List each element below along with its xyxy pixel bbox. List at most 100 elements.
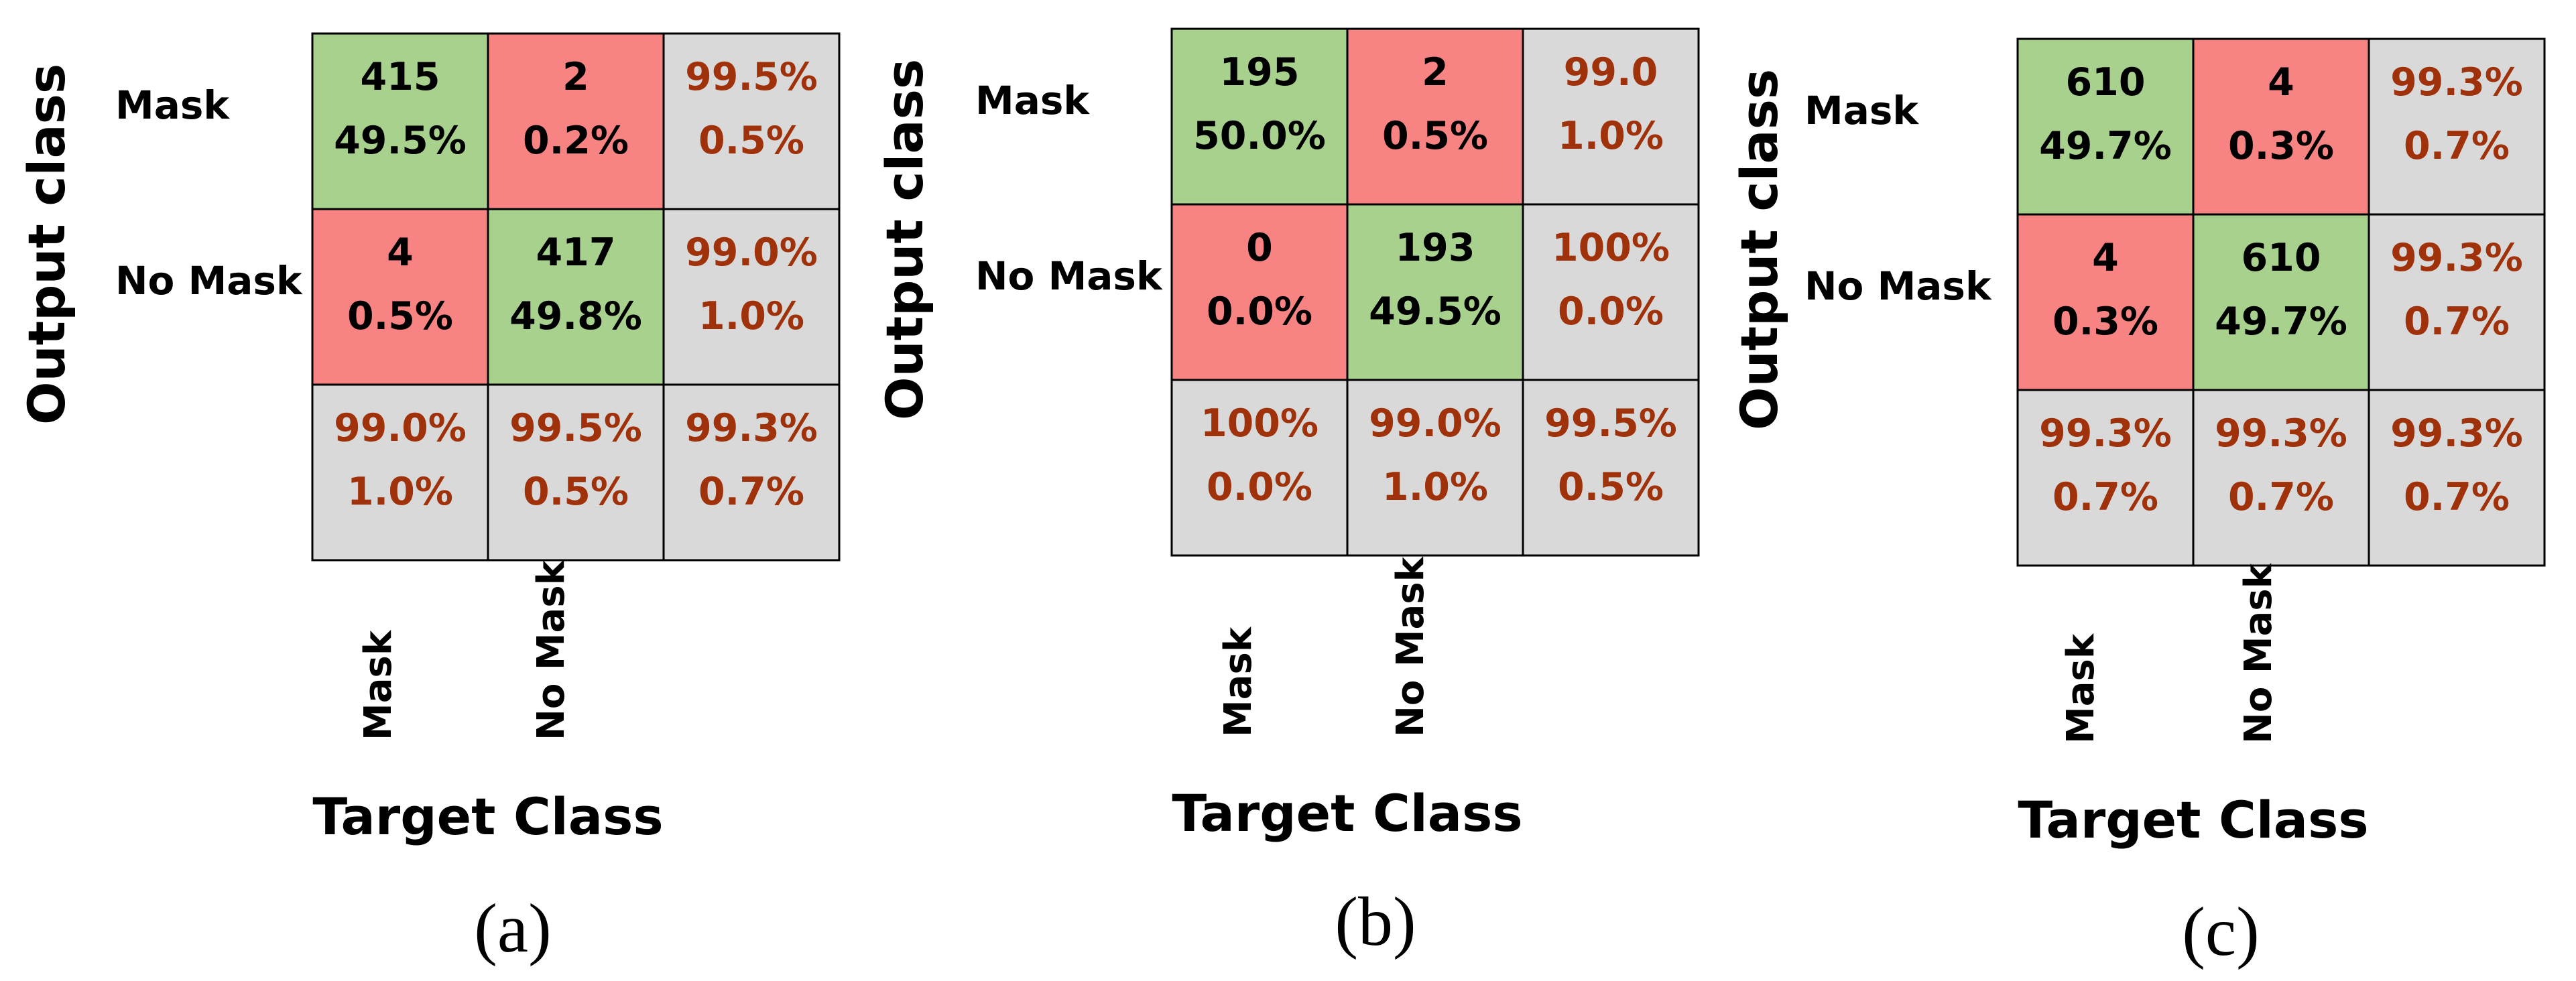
x-axis-title: Target Class <box>312 787 663 846</box>
cell-value: 417 <box>536 231 616 275</box>
matrix-cell-incorrect <box>311 208 489 386</box>
matrix-cell-correct <box>2192 213 2370 391</box>
matrix-cell-incorrect <box>2016 213 2195 391</box>
row-label: Mask <box>975 78 1090 123</box>
matrix-cell-summary <box>1522 27 1700 206</box>
panel-label: (c) <box>2182 893 2259 970</box>
cell-value: 99.3% <box>2390 411 2523 456</box>
matrix-cell-summary <box>487 383 665 562</box>
matrix-cell-correct <box>2016 38 2195 216</box>
cell-percent: 0.5% <box>1558 465 1664 509</box>
cell-value: 99.0% <box>334 406 467 450</box>
matrix-cell-correct <box>311 32 489 210</box>
matrix-cell-summary <box>1522 203 1700 381</box>
cell-percent: 0.0% <box>1207 465 1312 509</box>
cell-value: 99.3% <box>2215 411 2347 456</box>
cell-value: 2 <box>562 55 589 99</box>
matrix-cell-summary <box>662 383 841 562</box>
cell-value: 610 <box>2242 236 2321 280</box>
cell-percent: 49.7% <box>2215 300 2347 344</box>
x-axis-title: Target Class <box>1172 783 1522 843</box>
cell-percent: 1.0% <box>1558 114 1664 158</box>
cell-percent: 1.0% <box>347 470 453 514</box>
cell-percent: 0.0% <box>1558 289 1664 334</box>
row-label: No Mask <box>1804 263 1992 309</box>
cell-percent: 0.7% <box>2404 124 2510 168</box>
cell-percent: 0.3% <box>2052 300 2158 344</box>
row-label: Mask <box>115 82 230 128</box>
matrix-cell-summary <box>2368 213 2546 391</box>
panel-label: (a) <box>474 890 551 967</box>
cell-value: 0 <box>1246 226 1273 270</box>
cell-percent: 0.2% <box>523 119 629 163</box>
cell-value: 99.5% <box>509 406 642 450</box>
cell-value: 99.3% <box>685 406 818 450</box>
matrix-cell-summary <box>662 32 841 210</box>
cell-value: 4 <box>387 231 414 275</box>
cell-value: 99.0 <box>1564 50 1658 94</box>
cell-percent: 0.7% <box>2404 475 2510 519</box>
matrix-cell-summary <box>311 383 489 562</box>
cell-percent: 1.0% <box>1382 465 1488 509</box>
panel-label: (b) <box>1335 883 1416 960</box>
cell-value: 195 <box>1220 50 1300 94</box>
cell-percent: 0.5% <box>698 119 804 163</box>
cell-value: 99.5% <box>1544 401 1677 446</box>
cell-value: 4 <box>2268 60 2294 105</box>
cell-percent: 0.7% <box>2228 475 2334 519</box>
cell-percent: 0.7% <box>698 470 804 514</box>
matrix-cell-summary <box>662 208 841 386</box>
cell-value: 4 <box>2092 236 2119 280</box>
matrix-cell-correct <box>1346 203 1524 381</box>
cell-percent: 49.5% <box>1369 289 1501 334</box>
cell-value: 415 <box>361 55 440 99</box>
matrix-cell-summary <box>1170 379 1349 557</box>
matrix-cell-correct <box>487 208 665 386</box>
column-label: No Mask <box>2237 562 2280 744</box>
column-label: Mask <box>2059 633 2103 744</box>
cell-value: 2 <box>1422 50 1449 94</box>
cell-value: 99.3% <box>2390 60 2523 105</box>
cell-value: 100% <box>1201 401 1318 446</box>
matrix-cell-summary <box>2368 38 2546 216</box>
matrix-cell-summary <box>1346 379 1524 557</box>
confusion-matrix-2: 195 50.0% 2 0.5% 99.0 1.0% 0 0.0% 193 49.5% 100% 0.… <box>875 27 1700 960</box>
y-axis-title: Output class <box>1729 69 1789 430</box>
matrix-cell-summary <box>2016 389 2195 567</box>
confusion-matrix-3: 610 49.7% 4 0.3% 99.3% 0.7% 4 0.3% 610 49.7% 99.3%… <box>1729 38 2546 970</box>
cell-value: 99.0% <box>1369 401 1501 446</box>
matrix-cell-incorrect <box>2192 38 2370 216</box>
y-axis-title: Output class <box>17 64 76 425</box>
cell-percent: 49.8% <box>509 294 642 338</box>
row-label: Mask <box>1804 88 1919 133</box>
cell-value: 99.5% <box>685 55 818 99</box>
cell-percent: 0.3% <box>2228 124 2334 168</box>
cell-percent: 0.5% <box>523 470 629 514</box>
column-label: No Mask <box>530 559 573 740</box>
column-label: Mask <box>1217 626 1260 737</box>
cell-value: 99.3% <box>2039 411 2172 456</box>
matrix-cell-summary <box>2368 389 2546 567</box>
row-label: No Mask <box>115 258 303 304</box>
row-label: No Mask <box>975 253 1163 299</box>
matrix-cell-correct <box>1170 27 1349 206</box>
cell-percent: 0.7% <box>2052 475 2158 519</box>
cell-value: 193 <box>1396 226 1475 270</box>
cell-value: 610 <box>2066 60 2146 105</box>
cell-percent: 49.7% <box>2039 124 2172 168</box>
matrix-cell-incorrect <box>487 32 665 210</box>
column-label: No Mask <box>1389 555 1432 737</box>
cell-percent: 49.5% <box>334 119 467 163</box>
cell-percent: 50.0% <box>1193 114 1326 158</box>
confusion-matrix-1: 415 49.5% 2 0.2% 99.5% 0.5% 4 0.5% 417 49.8% 99.0%… <box>17 32 841 967</box>
cell-percent: 0.5% <box>1382 114 1488 158</box>
x-axis-title: Target Class <box>2018 790 2368 850</box>
y-axis-title: Output class <box>875 59 934 420</box>
cell-percent: 0.7% <box>2404 300 2510 344</box>
cell-value: 99.0% <box>685 231 818 275</box>
cell-value: 99.3% <box>2390 236 2523 280</box>
cell-percent: 0.5% <box>347 294 453 338</box>
matrix-cell-incorrect <box>1170 203 1349 381</box>
cell-value: 100% <box>1552 226 1670 270</box>
